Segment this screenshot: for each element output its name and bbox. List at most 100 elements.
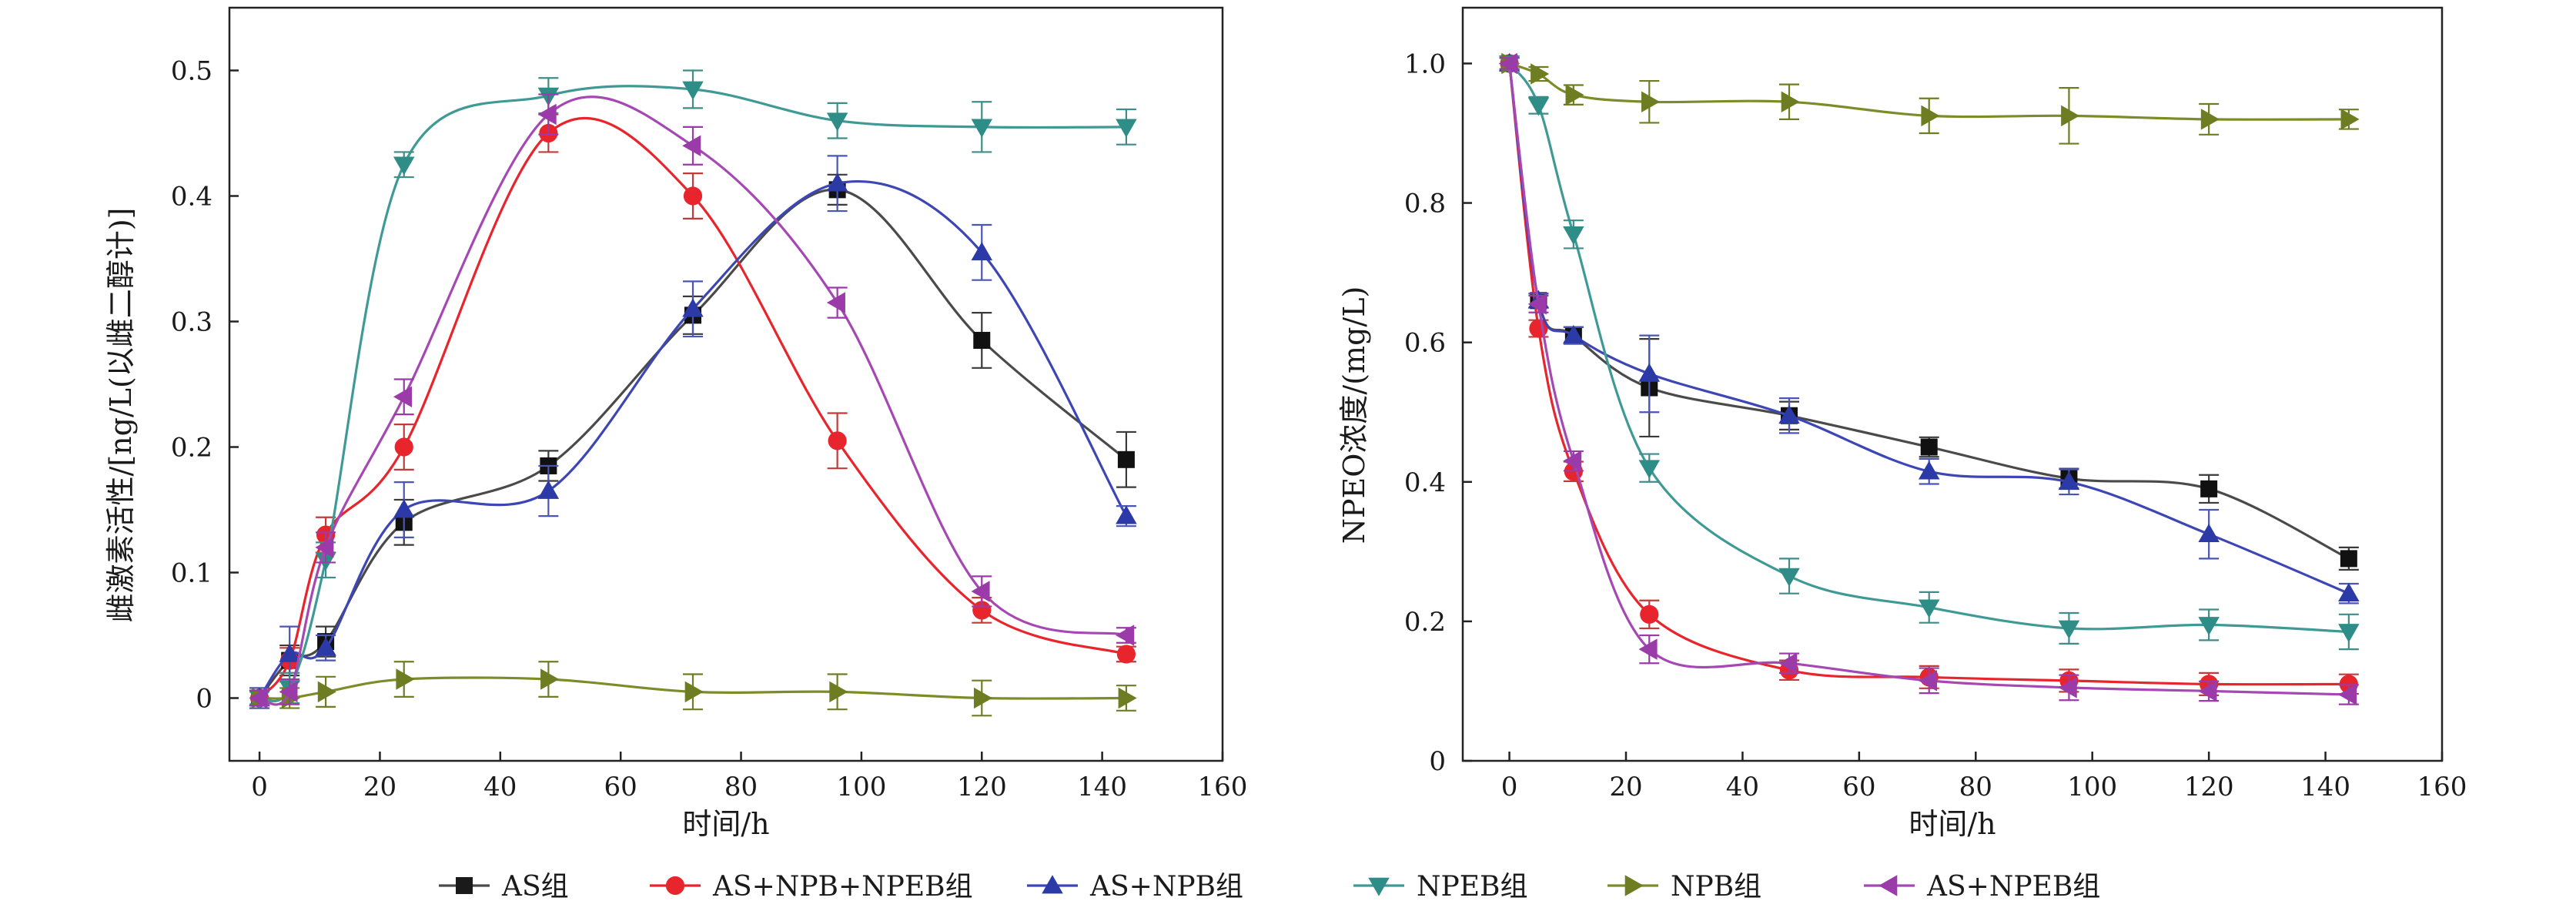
data-point: [2058, 620, 2080, 639]
y-tick-label: 0.2: [1404, 607, 1446, 638]
x-tick-label: 100: [2067, 772, 2117, 802]
data-point: [393, 386, 413, 408]
x-tick-label: 160: [1198, 772, 1248, 802]
x-tick-label: 120: [957, 772, 1007, 802]
series-line: [1508, 63, 2350, 595]
legend-marker: [1042, 875, 1063, 894]
legend-item-as-npb-npeb-group: AS+NPB+NPEB组: [650, 871, 973, 903]
data-point: [2058, 471, 2080, 491]
data-point: [315, 637, 336, 656]
data-point: [393, 156, 415, 176]
data-point: [1527, 293, 1547, 315]
data-point: [396, 668, 415, 690]
data-point: [1918, 670, 1938, 692]
data-point: [394, 437, 413, 457]
x-tick-label: 20: [1609, 772, 1642, 802]
data-point: [2340, 109, 2360, 130]
data-point: [2198, 680, 2217, 702]
data-point: [971, 581, 990, 602]
data-point: [973, 331, 991, 349]
x-tick-label: 80: [1959, 772, 1992, 802]
data-point: [1641, 91, 1661, 112]
x-tick-label: 0: [1501, 772, 1518, 802]
series-as-npb-group: [249, 155, 1137, 709]
data-point: [2058, 677, 2077, 698]
x-tick-label: 20: [363, 772, 396, 802]
y-tick-label: 1.0: [1404, 49, 1446, 79]
data-point: [682, 298, 704, 317]
data-point: [1563, 450, 1582, 472]
data-point: [826, 292, 845, 313]
legend-marker: [1368, 877, 1390, 896]
series-as-npb-group: [1498, 52, 2360, 605]
data-point: [1531, 63, 1550, 85]
data-point: [1527, 97, 1550, 116]
data-point: [1918, 599, 1940, 618]
chart-panel-npeo-concentration: 0 20 40 60 80 100 120 140 160 0 0.2 0.4 0.6 0.8 1.0 时间/…: [1337, 6, 2467, 841]
legend-marker: [1624, 875, 1644, 896]
x-tick-label: 100: [836, 772, 886, 802]
data-point: [1563, 324, 1584, 343]
data-point: [315, 537, 334, 558]
data-point: [682, 135, 701, 157]
data-point: [1565, 84, 1584, 106]
y-tick-label: 0.1: [171, 558, 212, 589]
data-point: [1781, 91, 1800, 112]
y-tick-label: 0.4: [1404, 467, 1446, 498]
data-point: [971, 242, 993, 261]
data-point: [1638, 460, 1661, 479]
legend-marker: [665, 876, 685, 896]
x-tick-label: 140: [2300, 772, 2350, 802]
data-point: [826, 112, 848, 132]
y-tick-label: 0.4: [171, 182, 212, 213]
series-line: [259, 85, 1126, 703]
series-line: [1508, 62, 2349, 634]
data-point: [2338, 582, 2360, 601]
series-as-group: [249, 173, 1136, 709]
y-tick-label: 0: [196, 684, 212, 715]
data-point: [1918, 461, 1940, 480]
y-tick-label: 0.5: [171, 56, 212, 87]
data-point: [972, 601, 992, 620]
data-point: [1778, 652, 1798, 674]
series-npb-group: [1499, 52, 2360, 145]
chart-panel-estrogen-activity: 0 20 40 60 80 100 120 140 160 0 0.1 0.2 0.3 0.4 0.5 时间/…: [104, 6, 1248, 841]
x-tick-label: 160: [2417, 772, 2467, 802]
data-point: [684, 681, 704, 703]
data-point: [2340, 550, 2357, 568]
x-tick-label: 60: [1842, 772, 1875, 802]
data-point: [1638, 363, 1661, 382]
legend-label: AS组: [501, 871, 569, 903]
y-tick-label: 0.3: [171, 307, 212, 338]
series-line: [258, 116, 1127, 699]
x-tick-label: 60: [604, 772, 637, 802]
y-tick-label: 0.8: [1404, 189, 1446, 219]
data-point: [1640, 605, 1659, 624]
data-point: [1117, 450, 1135, 468]
x-tick-label: 0: [251, 772, 268, 802]
data-point: [1118, 687, 1137, 709]
x-tick-label: 40: [483, 772, 517, 802]
series-line: [1508, 63, 2349, 696]
legend-marker: [1878, 875, 1898, 896]
data-point: [1498, 52, 1517, 75]
x-tick-label: 140: [1077, 772, 1127, 802]
series-as-npeb-group: [1498, 52, 2359, 705]
legend-label: AS+NPB组: [1089, 871, 1243, 903]
data-point: [829, 681, 848, 703]
series-npeb-group: [1498, 55, 2360, 651]
data-point: [537, 103, 557, 126]
data-point: [2198, 617, 2220, 636]
x-axis-label: 时间/h: [1909, 807, 1996, 841]
legend-marker: [456, 877, 473, 894]
data-point: [2061, 105, 2080, 127]
data-point: [682, 81, 704, 100]
plot-frame: [1461, 6, 2444, 762]
data-point: [826, 172, 848, 192]
data-point: [683, 186, 703, 206]
y-axis-label: NPEO浓度/(mg/L): [1337, 286, 1371, 544]
data-point: [393, 499, 415, 518]
data-point: [2200, 109, 2220, 130]
data-point: [1638, 638, 1658, 660]
